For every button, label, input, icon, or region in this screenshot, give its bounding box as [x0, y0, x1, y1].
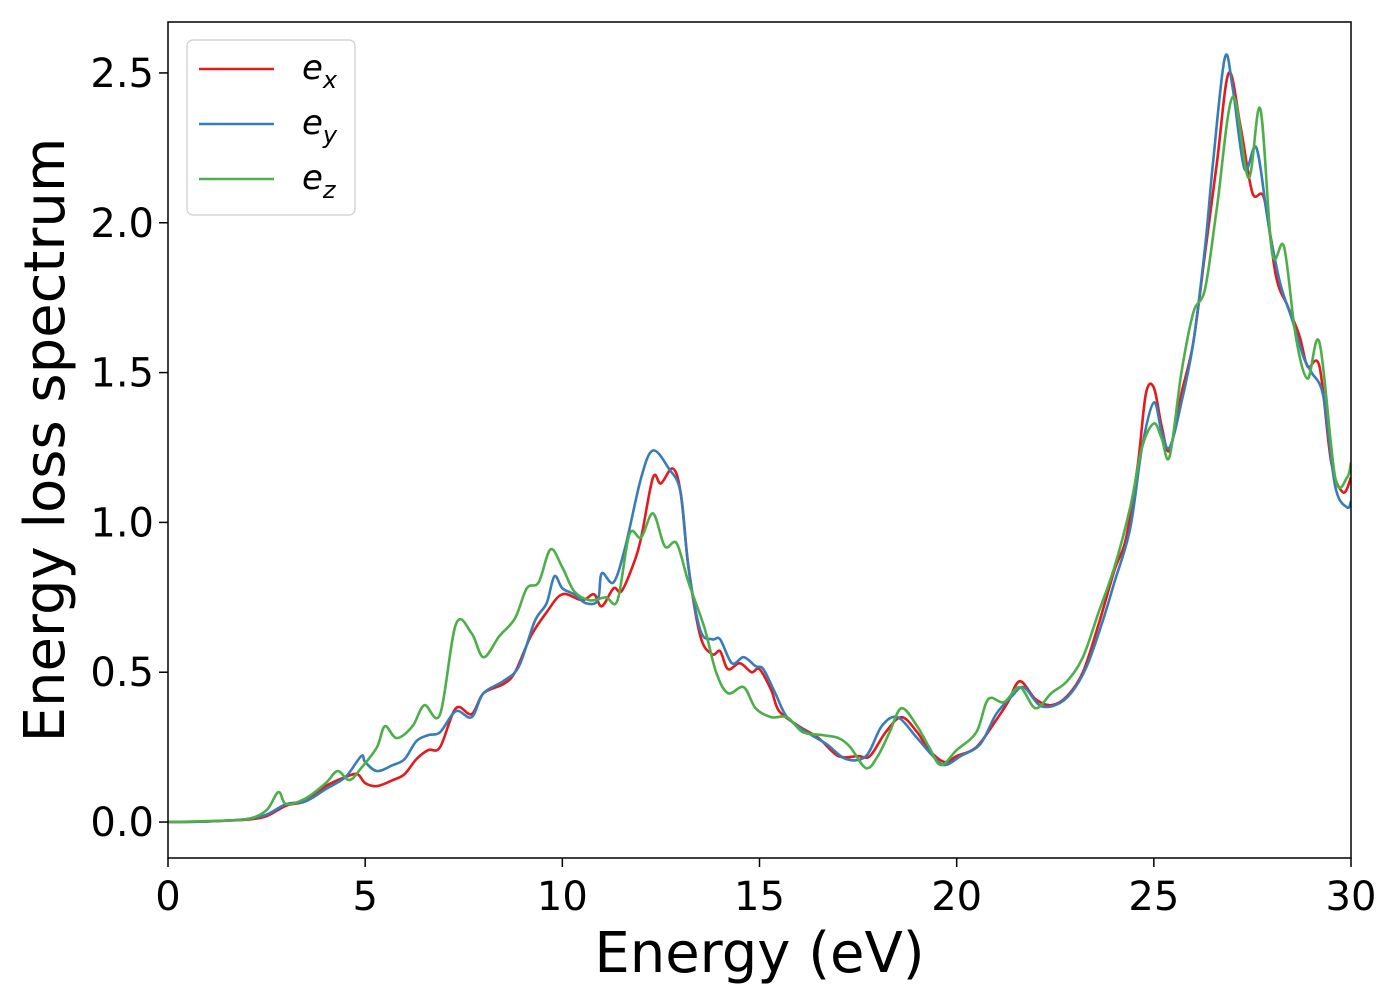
- y-tick-label: 1.5: [90, 351, 154, 397]
- y-tick-label: 2.0: [90, 201, 154, 247]
- x-axis-ticks: 0 5 10 15 20 25 30: [155, 858, 1376, 920]
- y-axis-label: Energy loss spectrum: [13, 138, 78, 743]
- y-tick-label: 2.5: [90, 51, 154, 97]
- legend-entry-y: ey: [302, 103, 338, 149]
- x-tick-label: 20: [931, 874, 982, 920]
- y-tick-label: 1.0: [90, 500, 154, 546]
- series-line-y: [168, 53, 1351, 824]
- x-tick-label: 15: [734, 874, 785, 920]
- x-tick-label: 5: [352, 874, 377, 920]
- x-axis-label: Energy (eV): [594, 921, 924, 986]
- y-axis-ticks: 0.0 0.5 1.0 1.5 2.0 2.5: [90, 51, 168, 846]
- x-tick-label: 25: [1128, 874, 1179, 920]
- y-tick-label: 0.0: [90, 800, 154, 846]
- legend-box: [186, 39, 356, 216]
- y-tick-label: 0.5: [90, 650, 154, 696]
- x-tick-label: 10: [537, 874, 588, 920]
- x-tick-label: 30: [1326, 874, 1377, 920]
- x-tick-label: 0: [155, 874, 180, 920]
- legend: ex ey ez: [186, 39, 356, 216]
- series-lines: [168, 53, 1351, 824]
- legend-entry-x: ex: [302, 48, 338, 94]
- series-line-z: [168, 95, 1351, 824]
- legend-entry-z: ez: [302, 158, 337, 204]
